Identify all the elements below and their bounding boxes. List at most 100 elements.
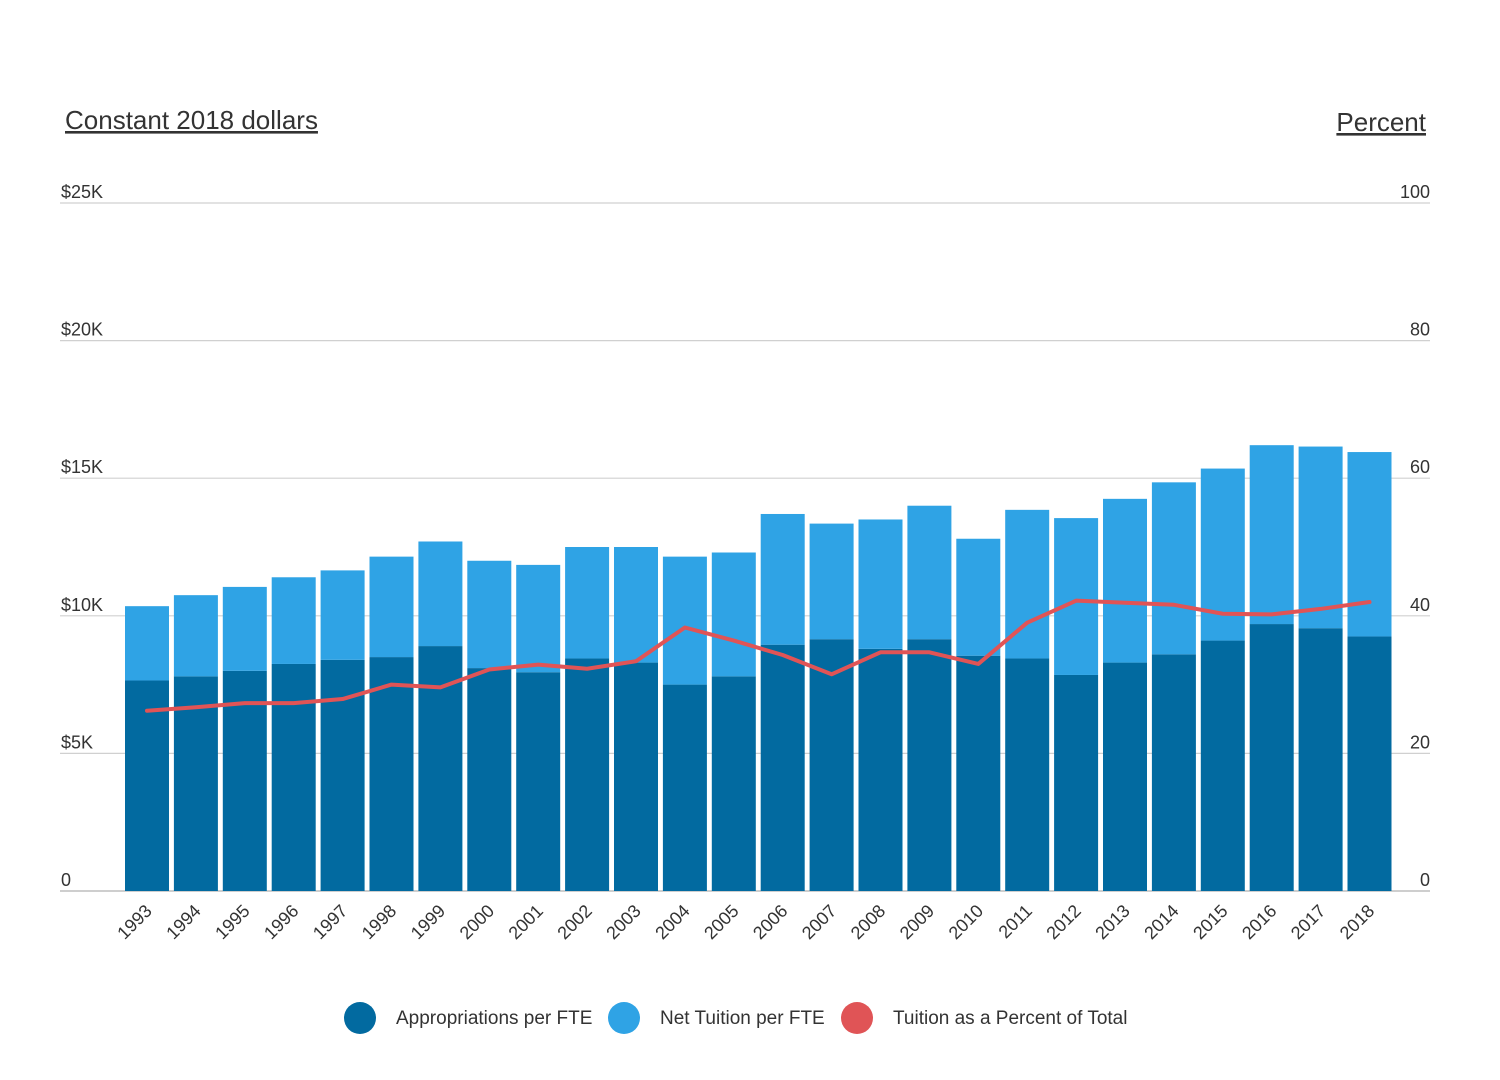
right-tick-label: 20 — [1410, 732, 1430, 752]
x-tick-label: 2014 — [1140, 901, 1182, 943]
bar-net-tuition-2000 — [467, 560, 512, 669]
right-tick-label: 100 — [1400, 182, 1430, 202]
x-tick-label: 1994 — [162, 901, 204, 943]
bar-appropriations-2018 — [1347, 636, 1392, 891]
bar-appropriations-2013 — [1103, 662, 1147, 891]
bar-net-tuition-2002 — [565, 547, 610, 659]
bar-appropriations-2003 — [614, 662, 658, 891]
bar-net-tuition-2004 — [662, 556, 707, 685]
x-tick-label: 2006 — [749, 901, 791, 943]
legend: Appropriations per FTE Net Tuition per FT… — [344, 1002, 1127, 1034]
bar-appropriations-1993 — [125, 680, 169, 891]
bar-net-tuition-1998 — [369, 556, 414, 658]
bar-appropriations-1995 — [222, 670, 267, 891]
bar-appropriations-2016 — [1249, 624, 1294, 891]
left-tick-label: $10K — [61, 595, 103, 615]
bar-appropriations-2010 — [956, 655, 1001, 891]
bar-net-tuition-2014 — [1151, 482, 1196, 655]
x-tick-label: 2011 — [995, 901, 1037, 943]
x-tick-label: 2013 — [1091, 901, 1133, 943]
bar-net-tuition-2016 — [1249, 445, 1294, 625]
bar-appropriations-2002 — [565, 658, 610, 891]
bars — [125, 445, 1392, 891]
left-tick-label: $20K — [61, 320, 103, 340]
x-tick-label: 2016 — [1238, 901, 1280, 943]
x-tick-label: 1999 — [407, 901, 449, 943]
legend-swatch-1 — [608, 1002, 640, 1034]
x-tick-label: 2010 — [945, 901, 987, 943]
x-tick-label: 2002 — [553, 901, 595, 943]
bar-net-tuition-2009 — [907, 505, 952, 640]
x-tick-label: 2017 — [1287, 901, 1329, 943]
x-tick-label: 2012 — [1042, 901, 1084, 943]
bar-appropriations-2012 — [1054, 674, 1099, 891]
x-tick-label: 2004 — [651, 901, 693, 943]
bar-net-tuition-2005 — [711, 552, 756, 677]
x-tick-label: 2018 — [1336, 901, 1378, 943]
bar-appropriations-2008 — [858, 648, 903, 891]
legend-swatch-2 — [841, 1002, 873, 1034]
right-axis-ticks: 0 20 40 60 80 100 — [1400, 182, 1430, 890]
x-tick-label: 2001 — [505, 901, 547, 943]
bar-net-tuition-2018 — [1347, 452, 1392, 637]
x-tick-label: 2008 — [847, 901, 889, 943]
bar-net-tuition-2003 — [614, 547, 658, 663]
legend-label-0: Appropriations per FTE — [396, 1008, 592, 1029]
bar-net-tuition-2001 — [516, 564, 561, 673]
x-tick-label: 2005 — [700, 901, 742, 943]
bar-net-tuition-2008 — [858, 519, 903, 649]
line-tuition-percent — [145, 598, 1372, 713]
bar-net-tuition-1994 — [173, 595, 218, 677]
left-tick-label: $25K — [61, 182, 103, 202]
x-tick-label: 2007 — [798, 901, 840, 943]
left-axis-ticks: 0 $5K $10K $15K $20K $25K — [61, 182, 103, 890]
bar-net-tuition-1995 — [222, 586, 267, 671]
left-tick-label: $5K — [61, 732, 93, 752]
bar-appropriations-2001 — [516, 672, 561, 891]
bar-appropriations-2011 — [1005, 658, 1050, 891]
right-axis-title: Percent — [1336, 107, 1426, 137]
x-tick-label: 2003 — [602, 901, 644, 943]
bar-appropriations-2014 — [1151, 654, 1196, 891]
bar-net-tuition-2013 — [1103, 498, 1147, 663]
bar-appropriations-2015 — [1200, 640, 1245, 891]
bar-appropriations-2006 — [760, 644, 805, 891]
bar-appropriations-2000 — [467, 668, 512, 891]
right-tick-label: 40 — [1410, 595, 1430, 615]
left-tick-label: $15K — [61, 457, 103, 477]
x-tick-label: 1998 — [358, 901, 400, 943]
bar-net-tuition-2006 — [760, 513, 805, 645]
bar-net-tuition-2017 — [1298, 446, 1343, 629]
bar-net-tuition-2010 — [956, 538, 1001, 656]
x-tick-label: 1993 — [113, 901, 155, 943]
right-tick-label: 80 — [1410, 320, 1430, 340]
percent-line — [145, 598, 1372, 713]
x-tick-label: 2009 — [896, 901, 938, 943]
left-tick-label: 0 — [61, 870, 71, 890]
bar-net-tuition-2012 — [1054, 518, 1099, 675]
right-tick-label: 60 — [1410, 457, 1430, 477]
bar-appropriations-2017 — [1298, 628, 1343, 891]
x-axis-ticks: 1993 1994 1995 1996 1997 1998 1999 2000 2001 2002… — [113, 901, 1378, 943]
legend-label-2: Tuition as a Percent of Total — [893, 1008, 1127, 1029]
right-tick-label: 0 — [1420, 870, 1430, 890]
bar-net-tuition-2007 — [809, 523, 854, 640]
bar-appropriations-2004 — [662, 684, 707, 891]
bar-appropriations-2009 — [907, 639, 952, 891]
bar-net-tuition-1993 — [125, 606, 169, 681]
bar-appropriations-1994 — [173, 676, 218, 891]
legend-swatch-0 — [344, 1002, 376, 1034]
bar-net-tuition-1997 — [320, 570, 365, 660]
x-tick-label: 2015 — [1189, 901, 1231, 943]
bar-appropriations-1996 — [271, 663, 316, 891]
bar-appropriations-2005 — [711, 676, 756, 891]
legend-label-1: Net Tuition per FTE — [660, 1008, 825, 1029]
x-tick-label: 1997 — [309, 901, 351, 943]
x-tick-label: 2000 — [456, 901, 498, 943]
x-tick-label: 1996 — [260, 901, 302, 943]
bar-net-tuition-1999 — [418, 541, 463, 647]
left-axis-title: Constant 2018 dollars — [65, 105, 318, 135]
x-tick-label: 1995 — [211, 901, 253, 943]
